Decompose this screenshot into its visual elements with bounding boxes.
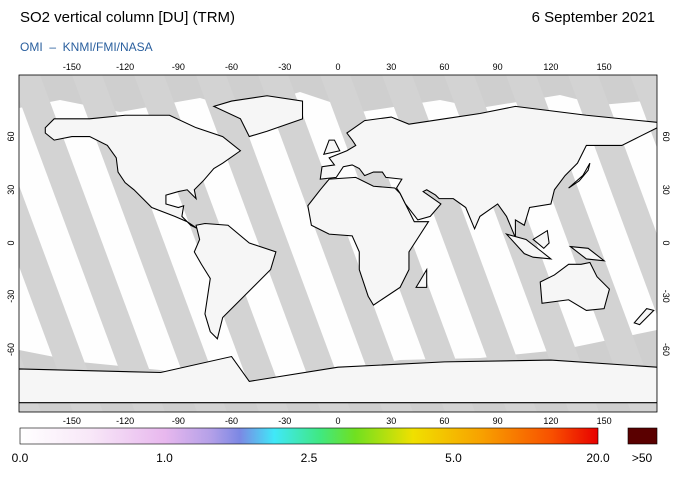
colorbar-label: 0.0 bbox=[12, 451, 29, 465]
orbit-gap bbox=[19, 75, 165, 412]
lon-label-bottom: -90 bbox=[172, 416, 185, 426]
lon-label-top: -60 bbox=[225, 62, 238, 72]
lon-label-top: 60 bbox=[439, 62, 449, 72]
colorbar-overflow-label: >50 bbox=[632, 451, 653, 465]
orbit-gap bbox=[72, 75, 227, 412]
lon-label-top: 30 bbox=[386, 62, 396, 72]
lat-label-right: -60 bbox=[661, 343, 671, 356]
lon-label-bottom: 60 bbox=[439, 416, 449, 426]
lon-label-bottom: -60 bbox=[225, 416, 238, 426]
lon-label-bottom: -30 bbox=[278, 416, 291, 426]
lat-label-left: -60 bbox=[6, 343, 16, 356]
lon-label-bottom: -150 bbox=[63, 416, 81, 426]
lon-label-bottom: 30 bbox=[386, 416, 396, 426]
lat-label-left: 60 bbox=[6, 132, 16, 142]
lon-label-top: 0 bbox=[335, 62, 340, 72]
colorbar-label: 1.0 bbox=[156, 451, 173, 465]
colorbar-label: 20.0 bbox=[586, 451, 610, 465]
colorbar-label: 5.0 bbox=[445, 451, 462, 465]
map bbox=[19, 75, 657, 412]
lat-label-left: 30 bbox=[6, 185, 16, 195]
lat-label-right: 60 bbox=[661, 132, 671, 142]
lon-label-bottom: -120 bbox=[116, 416, 134, 426]
orbit-gap bbox=[258, 75, 413, 412]
orbit-gap bbox=[19, 185, 103, 412]
date: 6 September 2021 bbox=[532, 9, 655, 26]
lon-label-top: 90 bbox=[493, 62, 503, 72]
map-frame bbox=[18, 74, 658, 413]
lon-label-top: -150 bbox=[63, 62, 81, 72]
lon-label-bottom: 0 bbox=[335, 416, 340, 426]
lon-label-bottom: 90 bbox=[493, 416, 503, 426]
credit: OMI – KNMI/FMI/NASA bbox=[20, 40, 153, 54]
colorbar-labels: 0.0 1.0 2.5 5.0 20.0 bbox=[12, 451, 610, 465]
colorbar-label: 2.5 bbox=[301, 451, 318, 465]
graticule-labels: -150 -150 -120 -120 -90 -90 -60 -60 -30 -30 0 0 30 30… bbox=[6, 62, 671, 426]
lat-label-left: -30 bbox=[6, 290, 16, 303]
lon-label-bottom: 120 bbox=[543, 416, 558, 426]
lon-label-top: -120 bbox=[116, 62, 134, 72]
lat-label-left: 0 bbox=[6, 240, 16, 245]
lon-label-top: -90 bbox=[172, 62, 185, 72]
lon-label-bottom: 150 bbox=[597, 416, 612, 426]
lat-label-right: -30 bbox=[661, 290, 671, 303]
title: SO2 vertical column [DU] (TRM) bbox=[20, 9, 235, 26]
lat-label-right: 0 bbox=[661, 240, 671, 245]
lon-label-top: 150 bbox=[597, 62, 612, 72]
lat-label-right: 30 bbox=[661, 185, 671, 195]
orbit-gap bbox=[196, 75, 351, 412]
lon-label-top: 120 bbox=[543, 62, 558, 72]
colorbar bbox=[19, 427, 599, 445]
lon-label-top: -30 bbox=[278, 62, 291, 72]
colorbar-overflow bbox=[627, 427, 658, 445]
